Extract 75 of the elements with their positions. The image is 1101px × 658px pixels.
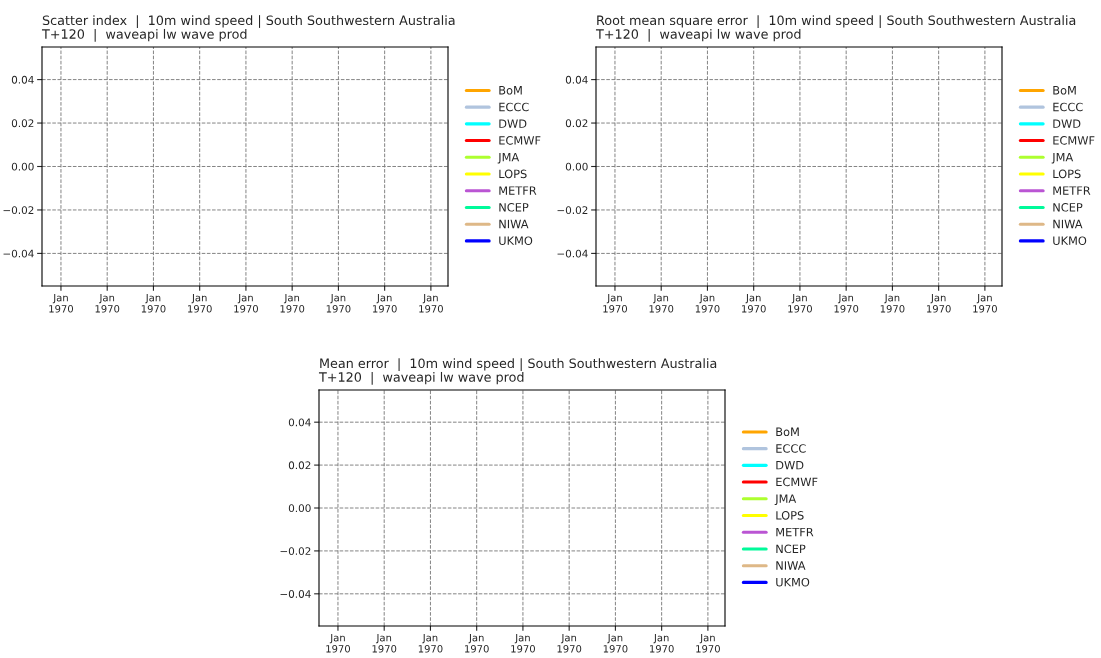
legend-label: DWD — [499, 119, 527, 128]
x-tick-label: Jan 1970 — [973, 293, 997, 313]
legend-label: LOPS — [499, 169, 527, 179]
y-tick-label: −0.02 — [280, 547, 311, 556]
chart-title: Root mean square error | 10m wind speed | South Southwestern Australia T+120 | waveapi lw wave prod — [595, 15, 1076, 42]
x-tick-label: Jan 1970 — [141, 293, 166, 313]
x-tick-label: Jan 1970 — [419, 293, 443, 313]
x-tick-label: Jan 1970 — [373, 293, 397, 313]
legend-label: ECMWF — [1053, 136, 1095, 145]
x-tick-label: Jan 1970 — [234, 293, 258, 313]
legend-label: METFR — [1053, 186, 1091, 195]
y-tick-label: 0.04 — [288, 418, 311, 427]
legend-label: UKMO — [1053, 236, 1087, 246]
y-tick-label: 0.00 — [288, 504, 311, 513]
legend-label: ECCC — [499, 102, 529, 112]
y-tick-label: 0.02 — [565, 119, 588, 128]
legend-label: METFR — [499, 186, 537, 195]
x-tick-label: Jan 1970 — [880, 293, 905, 313]
legend-label: BoM — [1053, 86, 1076, 95]
x-tick-label: Jan 1970 — [188, 293, 212, 313]
x-tick-label: Jan 1970 — [557, 633, 582, 653]
legend-label: JMA — [774, 494, 797, 506]
x-tick-label: Jan 1970 — [650, 633, 674, 653]
legend-label: ECMWF — [499, 136, 541, 145]
y-tick-label: 0.04 — [565, 75, 588, 84]
legend-label: BoM — [499, 86, 522, 95]
x-tick-label: Jan 1970 — [511, 633, 535, 653]
x-tick-label: Jan 1970 — [788, 293, 812, 313]
x-tick-label: Jan 1970 — [603, 293, 628, 313]
x-tick-label: Jan 1970 — [95, 293, 120, 313]
legend-label: UKMO — [499, 236, 533, 246]
x-tick-label: Jan 1970 — [465, 633, 489, 653]
x-tick-label: Jan 1970 — [280, 293, 305, 313]
y-tick-label: −0.04 — [557, 249, 588, 258]
y-tick-label: 0.02 — [11, 119, 34, 128]
y-tick-label: 0.02 — [288, 461, 311, 470]
x-tick-label: Jan 1970 — [927, 293, 951, 313]
y-tick-label: −0.02 — [3, 206, 34, 215]
legend-label: METFR — [776, 527, 814, 537]
legend-label: JMA — [1051, 152, 1074, 164]
legend-label: NIWA — [1053, 219, 1083, 229]
y-tick-label: −0.02 — [557, 206, 588, 215]
x-tick-label: Jan 1970 — [695, 293, 720, 313]
x-tick-label: Jan 1970 — [696, 633, 720, 653]
x-tick-label: Jan 1970 — [649, 293, 674, 313]
x-tick-label: Jan 1970 — [49, 293, 74, 313]
legend-label: UKMO — [776, 577, 810, 587]
legend-label: NIWA — [776, 561, 806, 570]
legend-label: DWD — [776, 461, 804, 470]
x-tick-label: Jan 1970 — [834, 293, 859, 313]
y-tick-label: 0.00 — [565, 162, 588, 171]
legend-label: ECCC — [776, 444, 806, 453]
legend-label: LOPS — [1053, 169, 1081, 179]
y-tick-label: −0.04 — [280, 590, 311, 598]
y-tick-label: 0.04 — [11, 75, 34, 84]
legend-label: ECMWF — [776, 477, 818, 487]
x-tick-label: Jan 1970 — [326, 293, 351, 313]
x-tick-label: Jan 1970 — [603, 633, 628, 653]
x-tick-label: Jan 1970 — [418, 633, 443, 653]
legend-label: DWD — [1053, 119, 1081, 128]
legend-label: ECCC — [1053, 102, 1083, 112]
legend-label: LOPS — [776, 511, 804, 520]
legend-label: NCEP — [1053, 202, 1083, 212]
x-tick-label: Jan 1970 — [742, 293, 766, 313]
legend-label: NIWA — [499, 219, 529, 229]
chart-title: Scatter index | 10m wind speed | South Southwestern Australia T+120 | waveapi lw wave prod — [41, 15, 455, 42]
y-tick-label: 0.00 — [11, 162, 34, 171]
x-tick-label: Jan 1970 — [326, 633, 351, 653]
legend-label: BoM — [776, 427, 799, 437]
legend-label: JMA — [497, 152, 520, 164]
x-tick-label: Jan 1970 — [372, 633, 397, 653]
legend-label: NCEP — [499, 202, 529, 212]
legend-label: NCEP — [776, 544, 806, 554]
y-tick-label: −0.04 — [3, 249, 34, 258]
chart-title: Mean error | 10m wind speed | South Southwestern Australia T+120 | waveapi lw wave prod — [318, 358, 717, 385]
